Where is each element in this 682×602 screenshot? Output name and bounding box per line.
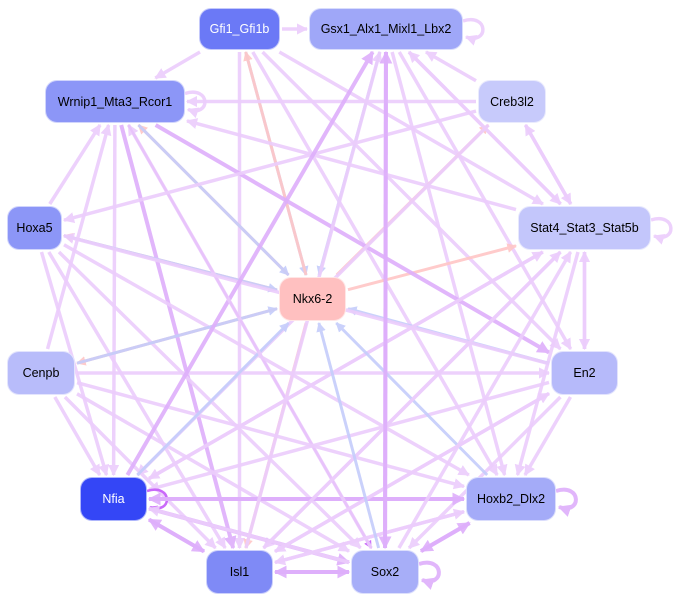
edge-creb3l2-to-gsx1 xyxy=(425,50,477,83)
node-label: Isl1 xyxy=(229,565,250,579)
node-hoxb2[interactable]: Hoxb2_Dlx2 xyxy=(466,477,556,521)
edge-sox2-to-gsx1 xyxy=(379,50,393,549)
node-creb3l2[interactable]: Creb3l2 xyxy=(478,80,546,123)
node-label: En2 xyxy=(573,366,596,380)
edge-stat4-to-wrnip1 xyxy=(185,118,517,212)
edge-isl1-to-en2 xyxy=(274,391,550,554)
edge-cenpb-to-wrnip1 xyxy=(45,123,112,350)
edge-stat4-to-creb3l2 xyxy=(523,124,573,205)
edge-nkx62-to-stat4 xyxy=(347,243,517,292)
edge-stat4-to-gsx1 xyxy=(407,50,562,206)
node-gfi1[interactable]: Gfi1_Gfi1b xyxy=(199,8,280,50)
self-loop-edge xyxy=(650,216,673,245)
node-label: Hoxb2_Dlx2 xyxy=(476,492,546,506)
edge-gfi1-to-wrnip1 xyxy=(154,50,201,80)
edge-isl1-to-stat4 xyxy=(262,250,562,550)
edge-wrnip1-to-en2 xyxy=(154,123,551,355)
edge-wrnip1-to-nfia xyxy=(108,124,120,477)
edge-sox2-to-nfia xyxy=(147,505,350,565)
node-isl1[interactable]: Isl1 xyxy=(206,550,273,594)
node-stat4[interactable]: Stat4_Stat3_Stat5b xyxy=(518,206,651,250)
edge-gfi1-to-hoxb2 xyxy=(251,51,499,476)
self-loop-edge xyxy=(555,487,578,517)
node-gsx1[interactable]: Gsx1_Alx1_Mixl1_Lbx2 xyxy=(309,8,463,50)
edge-nfia-to-nkx62 xyxy=(136,321,290,477)
node-label: Creb3l2 xyxy=(490,94,534,109)
node-label: Sox2 xyxy=(370,565,400,579)
node-label: Hoxa5 xyxy=(16,221,53,235)
edge-en2-to-hoxb2 xyxy=(523,396,573,476)
edge-cenpb-to-nkx62 xyxy=(76,306,278,365)
edge-hoxa5-to-wrnip1 xyxy=(48,124,102,205)
edge-sox2-to-hoxb2 xyxy=(419,521,471,553)
node-nkx62[interactable]: Nkx6-2 xyxy=(279,277,346,321)
edge-wrnip1-to-nkx62 xyxy=(137,123,290,277)
node-label: Nkx6-2 xyxy=(292,292,333,306)
node-label: Cenpb xyxy=(22,366,60,380)
node-nfia[interactable]: Nfia xyxy=(80,477,147,521)
edge-sox2-to-stat4 xyxy=(397,251,573,549)
node-wrnip1[interactable]: Wrnip1_Mta3_Rcor1 xyxy=(45,80,185,123)
edge-sox2-to-wrnip1 xyxy=(126,124,373,549)
edge-nfia-to-gsx1 xyxy=(125,50,375,477)
edge-isl1-to-hoxb2 xyxy=(274,508,466,565)
node-label: Nfia xyxy=(102,492,125,506)
edge-creb3l2-to-hoxa5 xyxy=(62,109,477,224)
self-loop-edge xyxy=(462,17,485,46)
edge-hoxa5-to-hoxb2 xyxy=(63,243,470,477)
edge-cenpb-to-hoxb2 xyxy=(76,380,466,490)
edge-isl1-to-nfia xyxy=(147,517,206,554)
node-en2[interactable]: En2 xyxy=(551,351,618,395)
node-label: Gsx1_Alx1_Mixl1_Lbx2 xyxy=(320,22,452,36)
edge-cenpb-to-nfia xyxy=(53,396,102,476)
edge-sox2-to-nkx62 xyxy=(316,322,381,549)
node-label: Gfi1_Gfi1b xyxy=(209,22,270,36)
self-loop-edge xyxy=(418,560,441,590)
node-cenpb[interactable]: Cenpb xyxy=(7,351,75,395)
edge-nfia-to-stat4 xyxy=(148,250,544,481)
node-sox2[interactable]: Sox2 xyxy=(351,550,419,594)
node-hoxa5[interactable]: Hoxa5 xyxy=(7,206,62,250)
node-label: Wrnip1_Mta3_Rcor1 xyxy=(57,94,173,109)
node-label: Stat4_Stat3_Stat5b xyxy=(530,221,639,235)
